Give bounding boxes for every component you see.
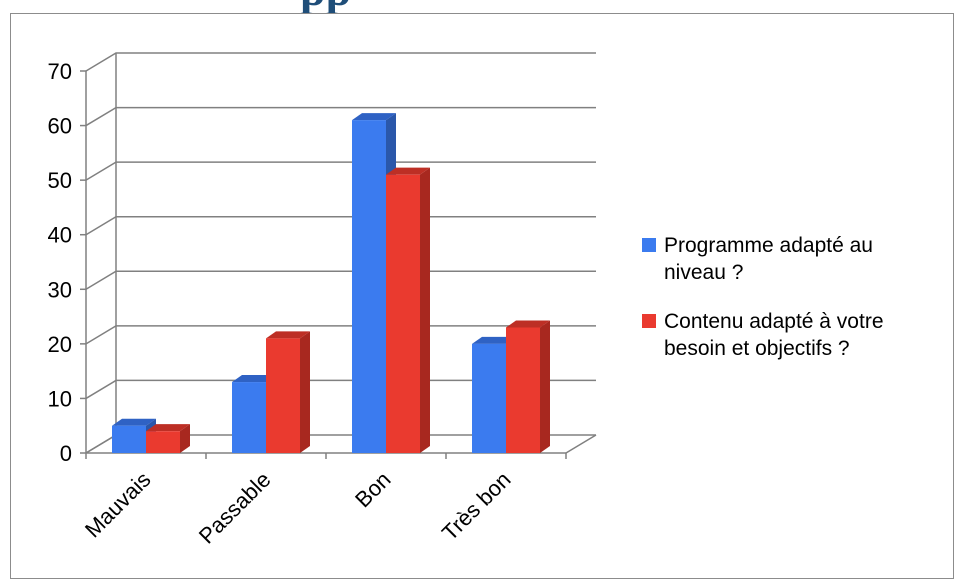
y-tick-label: 20 — [48, 332, 72, 357]
legend-item: Programme adapté au niveau ? — [642, 234, 873, 284]
legend-label: Contenu adapté à votre — [664, 310, 884, 333]
x-axis-category-labels: Mauvais Passable Bon Très bon — [80, 467, 516, 549]
y-tick-label: 40 — [48, 223, 72, 248]
legend-item: Contenu adapté à votre besoin et objectif… — [642, 310, 884, 360]
bar-front — [232, 382, 266, 453]
chart-title-text: pp — [300, 0, 351, 13]
x-category-label: Mauvais — [80, 467, 156, 543]
y-tick-label: 30 — [48, 277, 72, 302]
bar — [146, 424, 190, 453]
bar-top — [506, 320, 550, 328]
bars — [112, 113, 550, 453]
bar-top — [112, 418, 156, 426]
bar-side — [180, 424, 190, 453]
bar-front — [146, 431, 180, 453]
gridline — [85, 215, 596, 236]
bar-side — [300, 331, 310, 453]
gridline — [85, 161, 596, 181]
bar-front — [266, 338, 300, 453]
y-tick-label: 10 — [48, 386, 72, 411]
x-category-label: Bon — [350, 467, 395, 512]
gridline — [85, 325, 596, 345]
bar-front — [386, 174, 420, 453]
bar-side — [420, 167, 430, 453]
gridline — [85, 270, 596, 290]
gridline — [85, 379, 596, 400]
y-tick-label: 60 — [48, 114, 72, 139]
x-category-label: Passable — [194, 467, 276, 549]
y-tick-label: 50 — [48, 168, 72, 193]
y-tick-label: 0 — [60, 441, 72, 466]
gridline — [85, 52, 596, 72]
y-axis-tick-labels: 0 10 20 30 40 50 60 70 — [48, 59, 72, 466]
floor-right-edge — [565, 434, 597, 454]
bar — [266, 331, 310, 453]
gridlines — [80, 52, 596, 459]
bar-top — [232, 375, 276, 383]
bar-side — [540, 320, 550, 453]
bar-top — [352, 113, 396, 121]
bar-top — [146, 424, 190, 432]
legend-swatch — [642, 314, 656, 328]
bar-top — [266, 331, 310, 339]
x-category-label: Très bon — [437, 467, 515, 545]
bar-front — [352, 120, 386, 453]
legend-label: niveau ? — [664, 261, 743, 284]
legend-label: Programme adapté au — [664, 234, 873, 257]
bar-front — [506, 327, 540, 453]
bar-front — [112, 425, 146, 453]
legend-swatch — [642, 238, 656, 252]
bar — [386, 167, 430, 453]
bar-top — [472, 336, 516, 344]
legend: Programme adapté au niveau ? Contenu adapt… — [642, 234, 884, 360]
bar-front — [472, 343, 506, 453]
chart-title-fragment: pp — [0, 0, 956, 13]
bar-top — [386, 167, 430, 175]
bar — [506, 320, 550, 453]
legend-label: besoin et objectifs ? — [664, 337, 850, 360]
gridline — [85, 106, 596, 127]
y-tick-label: 70 — [48, 59, 72, 84]
